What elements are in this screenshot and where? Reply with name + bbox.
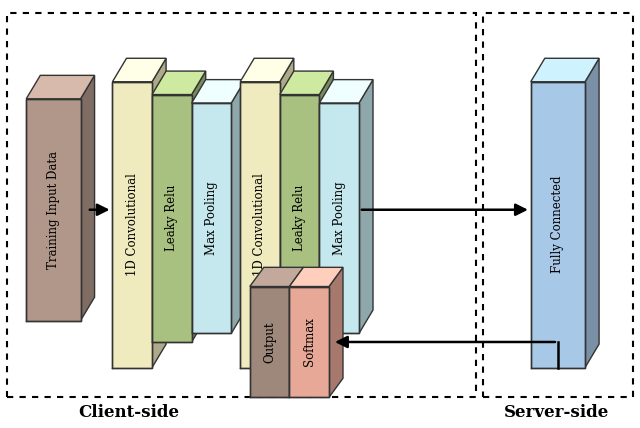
Polygon shape [231,80,245,333]
Bar [531,82,585,368]
Bar [191,103,231,333]
Polygon shape [250,268,303,286]
Bar [7,14,476,398]
Polygon shape [585,58,599,368]
Bar [250,286,289,398]
Text: Leaky Relu: Leaky Relu [165,185,179,252]
Polygon shape [191,80,245,103]
Polygon shape [280,58,294,368]
Polygon shape [289,268,303,398]
Polygon shape [191,71,205,342]
Polygon shape [359,80,373,333]
Polygon shape [531,58,599,82]
Text: Softmax: Softmax [303,318,316,366]
Bar [26,99,81,321]
Polygon shape [329,268,343,398]
Text: Training Input Data: Training Input Data [47,151,60,269]
Text: Output: Output [263,321,276,363]
Polygon shape [280,71,333,95]
Text: Max Pooling: Max Pooling [205,181,218,255]
Polygon shape [152,71,205,95]
Bar [319,103,359,333]
Polygon shape [152,58,166,368]
Polygon shape [319,80,373,103]
Bar [113,82,152,368]
Polygon shape [319,71,333,342]
Polygon shape [289,268,343,286]
Text: 1D Convolutional: 1D Convolutional [253,173,266,276]
Text: 1D Convolutional: 1D Convolutional [125,173,139,276]
Text: Client-side: Client-side [78,404,179,421]
Polygon shape [26,75,95,99]
Polygon shape [240,58,294,82]
Text: Max Pooling: Max Pooling [333,181,346,255]
Bar [280,95,319,342]
Text: Fully Connected: Fully Connected [552,176,564,273]
Polygon shape [113,58,166,82]
Bar [289,286,329,398]
Text: Leaky Relu: Leaky Relu [293,185,306,252]
Bar [240,82,280,368]
Bar [483,14,633,398]
Polygon shape [81,75,95,321]
Bar [152,95,191,342]
Text: Server-side: Server-side [504,404,609,421]
